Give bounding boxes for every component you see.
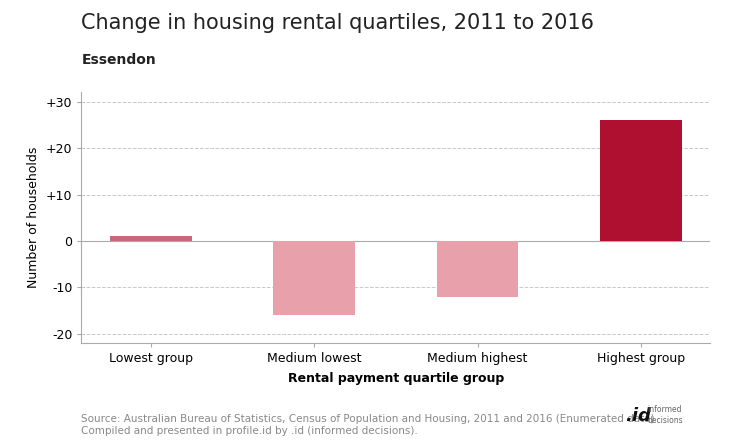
Text: Essendon: Essendon	[81, 53, 156, 67]
X-axis label: Rental payment quartile group: Rental payment quartile group	[288, 372, 504, 385]
Bar	[110, 236, 192, 241]
Text: Change in housing rental quartiles, 2011 to 2016: Change in housing rental quartiles, 2011…	[81, 13, 594, 33]
Bar	[273, 241, 355, 315]
Bar	[437, 241, 519, 297]
Text: Source: Australian Bureau of Statistics, Census of Population and Housing, 2011 : Source: Australian Bureau of Statistics,…	[81, 414, 655, 436]
Text: informed
decisions: informed decisions	[648, 405, 683, 425]
Text: .id: .id	[625, 407, 651, 425]
Y-axis label: Number of households: Number of households	[27, 147, 40, 289]
Bar	[600, 120, 682, 241]
